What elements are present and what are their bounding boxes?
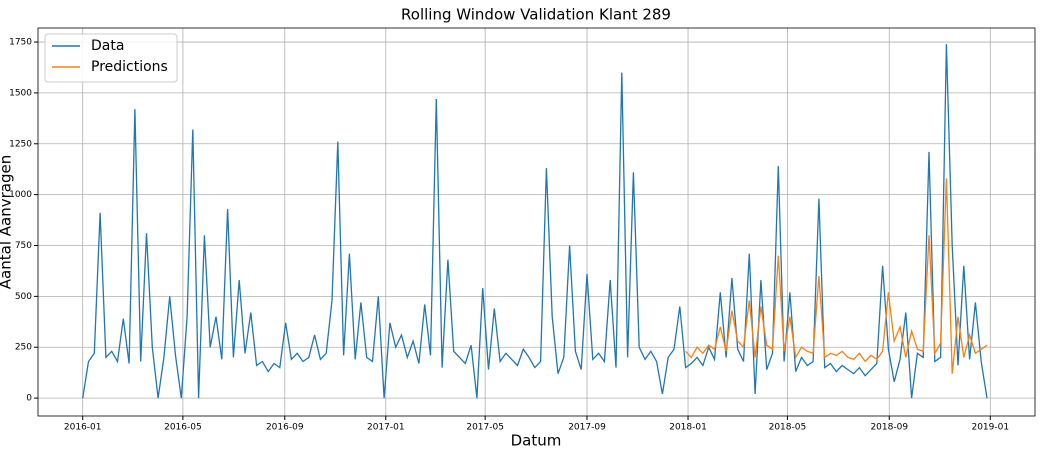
x-tick-label: 2017-01 bbox=[367, 423, 405, 433]
x-tick-label: 2016-01 bbox=[64, 423, 102, 433]
y-tick-label: 500 bbox=[15, 292, 32, 302]
legend: Data Predictions bbox=[44, 33, 178, 83]
legend-label: Data bbox=[91, 38, 124, 54]
y-tick-label: 1500 bbox=[9, 88, 32, 98]
x-tick-label: 2018-05 bbox=[769, 423, 807, 433]
x-tick-label: 2017-09 bbox=[568, 423, 606, 433]
legend-label: Predictions bbox=[91, 59, 168, 75]
x-tick-label: 2016-05 bbox=[164, 423, 202, 433]
chart-title: Rolling Window Validation Klant 289 bbox=[401, 6, 671, 24]
y-tick-label: 1250 bbox=[9, 139, 32, 149]
y-tick-label: 1750 bbox=[9, 38, 32, 48]
line-series bbox=[685, 178, 988, 374]
x-tick-label: 2018-09 bbox=[870, 423, 908, 433]
y-tick-label: 750 bbox=[15, 241, 32, 251]
x-tick-label: 2019-01 bbox=[971, 423, 1009, 433]
y-tick-label: 1000 bbox=[9, 190, 32, 200]
y-tick-label: 250 bbox=[15, 343, 32, 353]
line-series bbox=[82, 44, 988, 399]
y-axis-label: Aantal Aanvragen bbox=[0, 155, 15, 289]
x-axis-label: Datum bbox=[511, 432, 562, 450]
x-tick-label: 2017-05 bbox=[466, 423, 504, 433]
x-tick-label: 2018-01 bbox=[669, 423, 707, 433]
y-tick-label: 0 bbox=[26, 394, 32, 404]
x-tick-label: 2016-09 bbox=[266, 423, 304, 433]
plot-frame bbox=[37, 27, 1036, 417]
